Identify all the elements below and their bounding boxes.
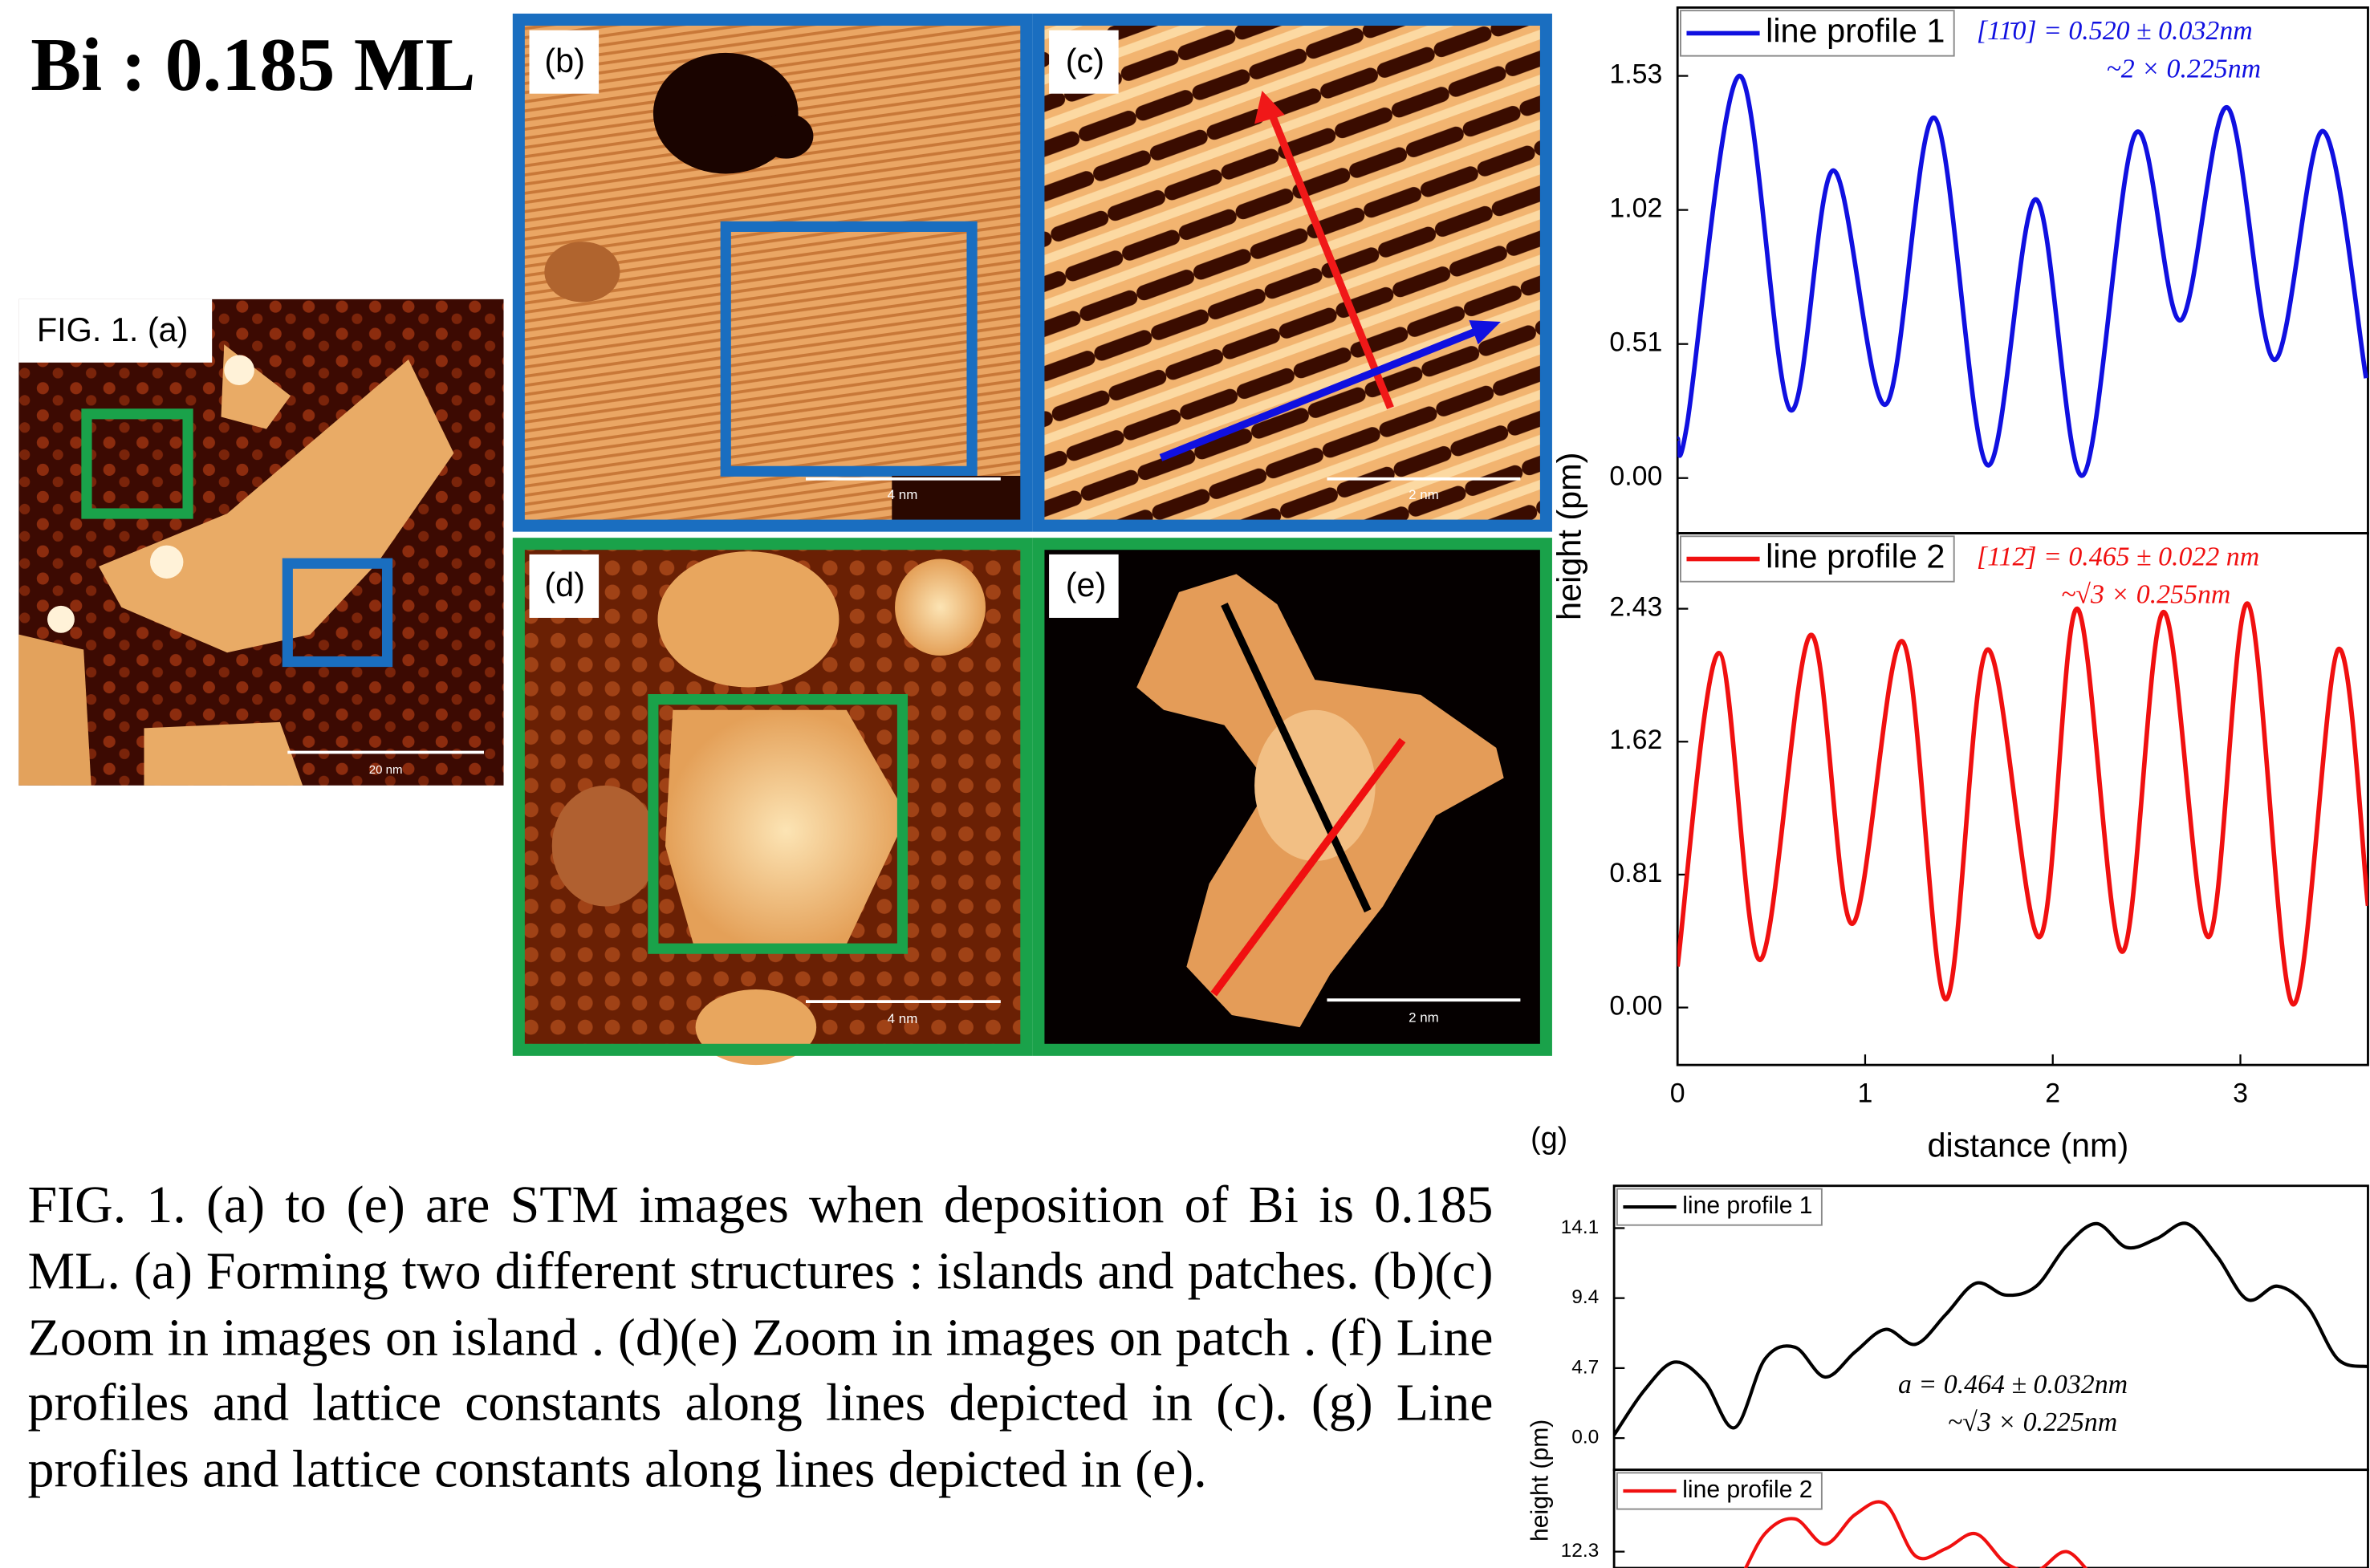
annotation: [11̄0] = 0.520 ± 0.032nm bbox=[1977, 16, 2253, 46]
y-tick-label: 1.53 bbox=[1609, 59, 1662, 90]
profile-line bbox=[1677, 603, 2368, 1005]
y-tick-label: 14.1 bbox=[1561, 1217, 1600, 1238]
y-axis-label: height (pm) bbox=[1551, 453, 1587, 620]
x-tick-label: 3 bbox=[2233, 1079, 2248, 1109]
legend-label: line profile 2 bbox=[1682, 1477, 1812, 1503]
panel-label: FIG. 1. (a) bbox=[37, 311, 189, 348]
annotation: ~√3 × 0.255nm bbox=[2061, 579, 2230, 609]
annotation: ~2 × 0.225nm bbox=[2106, 54, 2261, 83]
panel-label: (e) bbox=[1066, 567, 1107, 603]
stm-image-e bbox=[1039, 544, 1547, 1050]
y-tick-label: 0.00 bbox=[1609, 461, 1662, 492]
stm-image-b bbox=[518, 19, 1026, 526]
y-tick-label: 0.0 bbox=[1571, 1427, 1599, 1448]
y-tick-label: 12.3 bbox=[1561, 1540, 1600, 1562]
figure: Bi : 0.185 ML FIG. 1. (a) 20 nm (b) 4 nm… bbox=[0, 0, 2370, 1568]
profile-line bbox=[1677, 76, 2366, 476]
y-tick-label: 0.51 bbox=[1609, 327, 1662, 358]
y-tick-label: 4.7 bbox=[1571, 1356, 1599, 1378]
y-tick-label: 1.62 bbox=[1609, 725, 1662, 755]
annotation: [112̄] = 0.465 ± 0.022 nm bbox=[1977, 542, 2259, 571]
caption-box: FIG. 1. (a) to (e) are STM images when d… bbox=[28, 1172, 1494, 1568]
plot-frame bbox=[1677, 7, 2368, 533]
stm-image-a bbox=[18, 299, 503, 786]
legend-label: line profile 1 bbox=[1766, 12, 1945, 49]
x-tick-label: 2 bbox=[2045, 1079, 2060, 1109]
title: Bi : 0.185 ML bbox=[30, 23, 475, 107]
scale-bar-label: 2 nm bbox=[1409, 1009, 1439, 1025]
legend-label: line profile 2 bbox=[1766, 538, 1945, 575]
panel-label: (c) bbox=[1066, 43, 1104, 79]
stm-image-c bbox=[1039, 19, 1547, 526]
y-tick-label: 0.81 bbox=[1609, 858, 1662, 888]
stm-image-d bbox=[518, 544, 1026, 1065]
profile-line bbox=[1614, 1223, 2368, 1435]
plot-frame bbox=[1677, 534, 2368, 1066]
profile-line bbox=[1614, 1501, 2368, 1568]
y-tick-label: 1.02 bbox=[1609, 193, 1662, 224]
panel-label: (g) bbox=[1531, 1121, 1567, 1155]
scale-bar-label: 20 nm bbox=[369, 763, 403, 777]
panel-label: (b) bbox=[544, 43, 585, 79]
y-tick-label: 2.43 bbox=[1609, 592, 1662, 623]
y-tick-label: 0.00 bbox=[1609, 991, 1662, 1022]
y-axis-label: height (pm) bbox=[1527, 1420, 1554, 1542]
x-tick-label: 1 bbox=[1858, 1079, 1873, 1109]
scale-bar-label: 4 nm bbox=[888, 487, 918, 502]
x-tick-label: 0 bbox=[1670, 1079, 1685, 1109]
legend-label: line profile 1 bbox=[1682, 1192, 1812, 1219]
annotation: ~√3 × 0.225nm bbox=[1948, 1408, 2117, 1437]
scale-bar-label: 2 nm bbox=[1409, 487, 1439, 502]
scale-bar-label: 4 nm bbox=[888, 1011, 918, 1026]
caption: FIG. 1. (a) to (e) are STM images when d… bbox=[28, 1172, 1494, 1503]
panel-label: (d) bbox=[544, 567, 585, 603]
annotation: a = 0.464 ± 0.032nm bbox=[1898, 1370, 2128, 1399]
y-tick-label: 9.4 bbox=[1571, 1286, 1599, 1308]
x-axis-label: distance (nm) bbox=[1928, 1127, 2129, 1164]
page: Bi : 0.185 ML FIG. 1. (a) 20 nm (b) 4 nm… bbox=[0, 0, 2370, 1568]
